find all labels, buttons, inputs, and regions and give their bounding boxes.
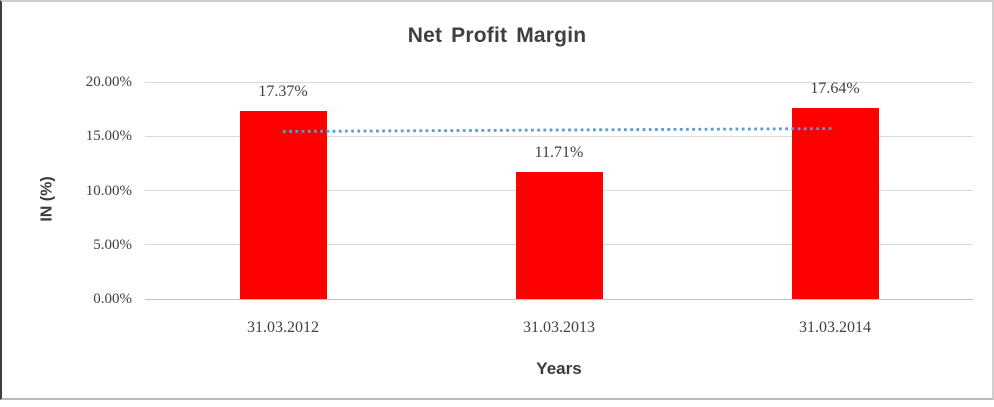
gridline — [145, 298, 973, 300]
bar — [791, 107, 879, 299]
bar-value-label: 17.37% — [258, 82, 308, 100]
y-tick-label: 0.00% — [93, 291, 132, 307]
y-tick-label: 10.00% — [85, 182, 132, 199]
y-tick-label: 15.00% — [85, 128, 132, 145]
x-tick-label: 31.03.2013 — [523, 319, 595, 336]
x-tick-label: 31.03.2014 — [799, 319, 871, 336]
chart-title: Net Profit Margin — [407, 24, 587, 47]
x-tick-label: 31.03.2012 — [247, 319, 319, 336]
bar — [239, 110, 327, 299]
gridline — [145, 135, 973, 137]
bar-value-label: 17.64% — [810, 79, 860, 97]
gridline — [145, 81, 973, 83]
bar — [515, 171, 603, 299]
x-axis-title: Years — [536, 359, 582, 378]
y-axis-tick-labels: 0.00% 5.00% 10.00% 15.00% 20.00% — [2, 74, 132, 307]
y-tick-label: 5.00% — [93, 236, 132, 253]
plot-area: 17.37% 31.03.2012 11.71% 31.03.2013 17.64% 31… — [145, 79, 973, 336]
trendline — [282, 127, 836, 133]
bar-value-label: 11.71% — [534, 143, 584, 161]
y-tick-label: 20.00% — [85, 74, 132, 90]
